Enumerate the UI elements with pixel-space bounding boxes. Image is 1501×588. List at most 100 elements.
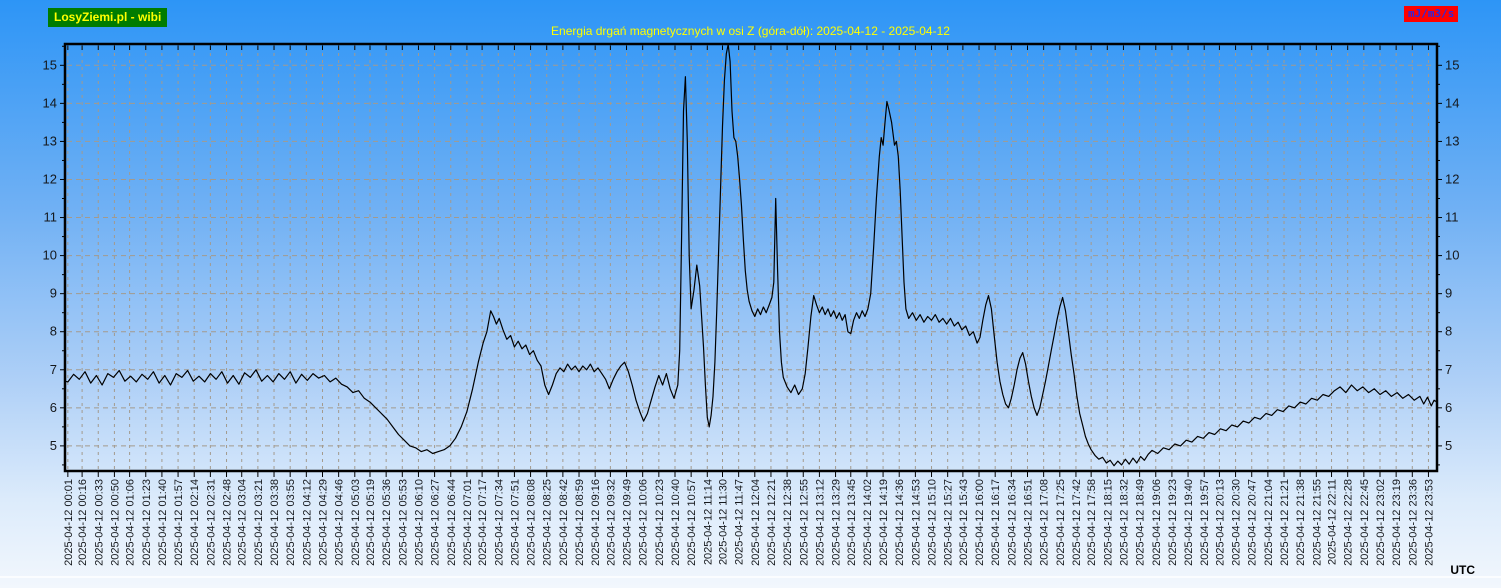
svg-text:2025-04-12 12:21: 2025-04-12 12:21 bbox=[766, 479, 778, 566]
x-tick-labels: 2025-04-12 00:01 2025-04-12 00:16 2025-04-… bbox=[63, 479, 1436, 566]
svg-text:12: 12 bbox=[43, 171, 57, 186]
svg-text:2025-04-12 13:29: 2025-04-12 13:29 bbox=[831, 479, 843, 566]
svg-text:2025-04-12 10:57: 2025-04-12 10:57 bbox=[686, 479, 698, 566]
svg-text:2025-04-12 04:12: 2025-04-12 04:12 bbox=[301, 479, 313, 566]
svg-text:7: 7 bbox=[1445, 362, 1452, 377]
svg-text:2025-04-12 18:49: 2025-04-12 18:49 bbox=[1135, 479, 1147, 566]
svg-text:2025-04-12 22:45: 2025-04-12 22:45 bbox=[1359, 479, 1371, 566]
plot-border bbox=[63, 42, 1439, 473]
svg-text:2025-04-12 13:45: 2025-04-12 13:45 bbox=[846, 479, 858, 566]
y-tick-labels-right: 5 6 7 8 9 10 11 12 13 14 15 bbox=[1445, 57, 1459, 453]
timezone-label: UTC bbox=[1450, 563, 1475, 577]
y-tick-labels-left: 5 6 7 8 9 10 11 12 13 14 15 bbox=[43, 57, 57, 453]
svg-text:2025-04-12 17:42: 2025-04-12 17:42 bbox=[1071, 479, 1083, 566]
svg-text:9: 9 bbox=[50, 286, 57, 301]
bottom-divider bbox=[0, 576, 1501, 578]
svg-text:2025-04-12 12:38: 2025-04-12 12:38 bbox=[782, 479, 794, 566]
svg-text:2025-04-12 14:36: 2025-04-12 14:36 bbox=[894, 479, 906, 566]
svg-text:2025-04-12 04:46: 2025-04-12 04:46 bbox=[334, 479, 346, 566]
svg-text:2025-04-12 07:17: 2025-04-12 07:17 bbox=[477, 479, 489, 566]
svg-text:2025-04-12 05:53: 2025-04-12 05:53 bbox=[397, 479, 409, 566]
svg-text:2025-04-12 14:53: 2025-04-12 14:53 bbox=[910, 479, 922, 566]
svg-text:2025-04-12 21:55: 2025-04-12 21:55 bbox=[1311, 479, 1323, 566]
y-axis-ticks bbox=[60, 45, 1442, 466]
svg-text:9: 9 bbox=[1445, 286, 1452, 301]
svg-text:2025-04-12 23:19: 2025-04-12 23:19 bbox=[1391, 479, 1403, 566]
unit-badge: mJ/m3/s bbox=[1404, 6, 1459, 22]
svg-text:2025-04-12 08:25: 2025-04-12 08:25 bbox=[542, 479, 554, 566]
svg-text:2025-04-12 23:02: 2025-04-12 23:02 bbox=[1375, 479, 1387, 566]
svg-text:2025-04-12 08:59: 2025-04-12 08:59 bbox=[574, 479, 586, 566]
svg-text:2025-04-12 08:08: 2025-04-12 08:08 bbox=[526, 479, 538, 566]
svg-text:2025-04-12 09:49: 2025-04-12 09:49 bbox=[622, 479, 634, 566]
svg-text:2025-04-12 20:13: 2025-04-12 20:13 bbox=[1214, 479, 1226, 566]
svg-text:2025-04-12 16:17: 2025-04-12 16:17 bbox=[990, 479, 1002, 566]
svg-text:2025-04-12 03:21: 2025-04-12 03:21 bbox=[253, 479, 265, 566]
svg-text:2025-04-12 09:16: 2025-04-12 09:16 bbox=[590, 479, 602, 566]
svg-text:2025-04-12 01:23: 2025-04-12 01:23 bbox=[141, 479, 153, 566]
svg-text:14: 14 bbox=[1445, 95, 1459, 110]
svg-text:2025-04-12 11:14: 2025-04-12 11:14 bbox=[702, 479, 714, 565]
svg-text:2025-04-12 10:23: 2025-04-12 10:23 bbox=[654, 479, 666, 566]
svg-text:5: 5 bbox=[50, 438, 57, 453]
svg-text:15: 15 bbox=[43, 57, 57, 72]
svg-text:2025-04-12 19:57: 2025-04-12 19:57 bbox=[1199, 479, 1211, 566]
svg-text:2025-04-12 23:53: 2025-04-12 23:53 bbox=[1423, 479, 1435, 566]
svg-text:13: 13 bbox=[1445, 133, 1459, 148]
svg-text:2025-04-12 07:51: 2025-04-12 07:51 bbox=[509, 479, 521, 566]
svg-text:2025-04-12 21:38: 2025-04-12 21:38 bbox=[1295, 479, 1307, 566]
svg-text:5: 5 bbox=[1445, 438, 1452, 453]
svg-text:2025-04-12 11:30: 2025-04-12 11:30 bbox=[717, 479, 729, 565]
svg-text:2025-04-12 19:06: 2025-04-12 19:06 bbox=[1151, 479, 1163, 566]
svg-text:2025-04-12 00:50: 2025-04-12 00:50 bbox=[109, 479, 121, 566]
svg-text:2025-04-12 17:25: 2025-04-12 17:25 bbox=[1055, 479, 1067, 566]
svg-text:6: 6 bbox=[50, 400, 57, 415]
x-axis-ticks bbox=[67, 45, 1429, 477]
svg-text:2025-04-12 05:19: 2025-04-12 05:19 bbox=[365, 479, 377, 566]
svg-text:14: 14 bbox=[43, 95, 57, 110]
svg-text:2025-04-12 13:12: 2025-04-12 13:12 bbox=[814, 479, 826, 566]
svg-text:2025-04-12 15:10: 2025-04-12 15:10 bbox=[927, 479, 939, 566]
svg-text:2025-04-12 19:23: 2025-04-12 19:23 bbox=[1167, 479, 1179, 566]
svg-text:2025-04-12 12:04: 2025-04-12 12:04 bbox=[750, 479, 762, 566]
svg-text:2025-04-12 20:30: 2025-04-12 20:30 bbox=[1231, 479, 1243, 566]
svg-text:2025-04-12 16:00: 2025-04-12 16:00 bbox=[974, 479, 986, 566]
series-line bbox=[64, 43, 1438, 467]
svg-text:2025-04-12 07:34: 2025-04-12 07:34 bbox=[493, 479, 505, 566]
svg-text:2025-04-12 18:15: 2025-04-12 18:15 bbox=[1102, 479, 1114, 566]
svg-text:2025-04-12 09:32: 2025-04-12 09:32 bbox=[605, 479, 617, 566]
svg-text:2025-04-12 11:47: 2025-04-12 11:47 bbox=[734, 479, 746, 565]
svg-text:2025-04-12 01:57: 2025-04-12 01:57 bbox=[173, 479, 185, 566]
svg-text:2025-04-12 03:38: 2025-04-12 03:38 bbox=[269, 479, 281, 566]
svg-text:2025-04-12 01:06: 2025-04-12 01:06 bbox=[125, 479, 137, 566]
svg-text:2025-04-12 21:04: 2025-04-12 21:04 bbox=[1263, 479, 1275, 566]
svg-text:2025-04-12 22:28: 2025-04-12 22:28 bbox=[1343, 479, 1355, 566]
svg-text:2025-04-12 10:40: 2025-04-12 10:40 bbox=[670, 479, 682, 566]
svg-text:2025-04-12 14:02: 2025-04-12 14:02 bbox=[862, 479, 874, 566]
svg-text:8: 8 bbox=[50, 324, 57, 339]
svg-text:12: 12 bbox=[1445, 171, 1459, 186]
svg-text:10: 10 bbox=[1445, 248, 1459, 263]
svg-text:15: 15 bbox=[1445, 57, 1459, 72]
svg-text:2025-04-12 16:51: 2025-04-12 16:51 bbox=[1022, 479, 1034, 566]
svg-text:2025-04-12 07:01: 2025-04-12 07:01 bbox=[462, 479, 474, 566]
svg-text:2025-04-12 03:04: 2025-04-12 03:04 bbox=[237, 479, 249, 566]
svg-text:2025-04-12 18:32: 2025-04-12 18:32 bbox=[1118, 479, 1130, 566]
svg-text:8: 8 bbox=[1445, 324, 1452, 339]
chart-title: Energia drgań magnetycznych w osi Z (gór… bbox=[551, 24, 950, 38]
svg-text:2025-04-12 02:48: 2025-04-12 02:48 bbox=[222, 479, 234, 566]
svg-text:2025-04-12 19:40: 2025-04-12 19:40 bbox=[1183, 479, 1195, 566]
svg-text:2025-04-12 02:14: 2025-04-12 02:14 bbox=[189, 479, 201, 566]
svg-text:10: 10 bbox=[43, 248, 57, 263]
svg-text:2025-04-12 12:55: 2025-04-12 12:55 bbox=[798, 479, 810, 566]
svg-text:2025-04-12 21:21: 2025-04-12 21:21 bbox=[1279, 479, 1291, 566]
svg-text:11: 11 bbox=[44, 210, 58, 225]
svg-text:2025-04-12 14:19: 2025-04-12 14:19 bbox=[878, 479, 890, 566]
svg-text:11: 11 bbox=[1445, 210, 1459, 225]
svg-text:2025-04-12 22:11: 2025-04-12 22:11 bbox=[1327, 479, 1339, 565]
svg-text:7: 7 bbox=[50, 362, 57, 377]
svg-text:2025-04-12 01:40: 2025-04-12 01:40 bbox=[157, 479, 169, 566]
site-badge[interactable]: LosyZiemi.pl - wibi bbox=[48, 8, 168, 27]
